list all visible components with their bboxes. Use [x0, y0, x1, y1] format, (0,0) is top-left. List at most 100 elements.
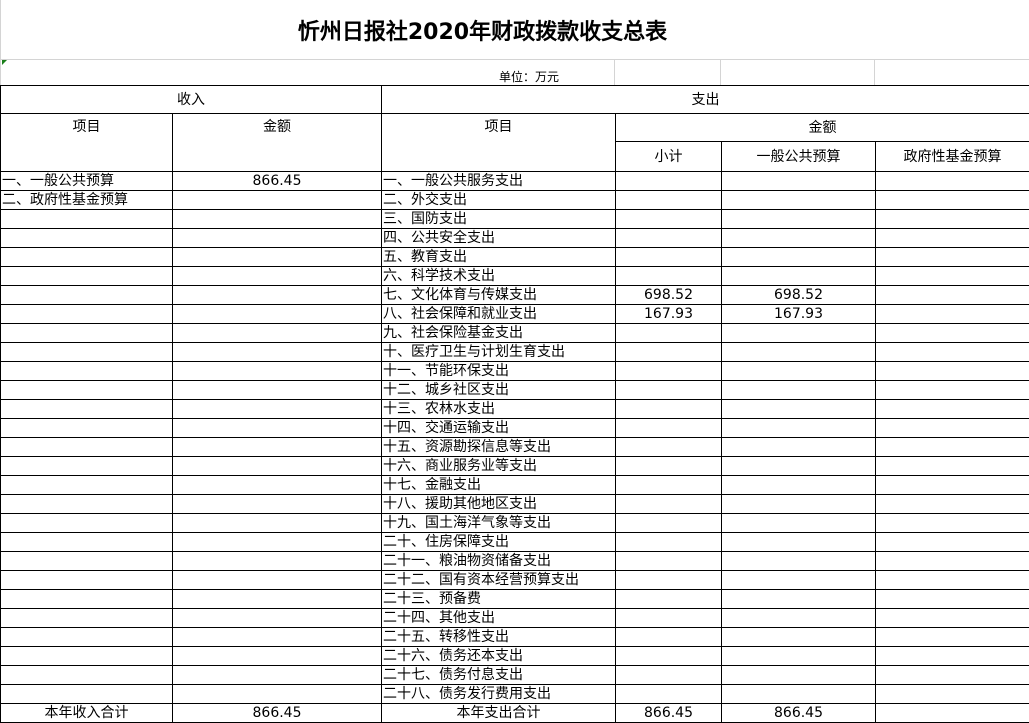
expense-subtotal-cell[interactable]: [615, 399, 722, 419]
income-item-cell[interactable]: [0, 551, 173, 571]
expense-general-cell[interactable]: [721, 684, 876, 704]
income-amount-cell[interactable]: [172, 190, 382, 210]
expense-subtotal-cell[interactable]: [615, 456, 722, 476]
expense-fund-cell[interactable]: [875, 475, 1029, 495]
income-amount-cell[interactable]: [172, 399, 382, 419]
expense-item-cell[interactable]: 九、社会保险基金支出: [381, 323, 616, 343]
expense-subtotal-cell[interactable]: 167.93: [615, 304, 722, 324]
expense-fund-cell[interactable]: [875, 342, 1029, 362]
expense-fund-cell[interactable]: [875, 323, 1029, 343]
income-amount-cell[interactable]: [172, 380, 382, 400]
expense-fund-cell[interactable]: [875, 304, 1029, 324]
expense-item-cell[interactable]: 二十、住房保障支出: [381, 532, 616, 552]
income-amount-cell[interactable]: [172, 532, 382, 552]
expense-general-cell[interactable]: [721, 551, 876, 571]
income-amount-cell[interactable]: [172, 266, 382, 286]
subtotal-header[interactable]: 小计: [615, 141, 722, 172]
expense-general-cell[interactable]: [721, 247, 876, 267]
income-amount-cell[interactable]: [172, 551, 382, 571]
expense-item-cell[interactable]: 一、一般公共服务支出: [381, 171, 616, 191]
income-item-cell[interactable]: [0, 475, 173, 495]
expense-general-cell[interactable]: [721, 266, 876, 286]
income-amount-cell[interactable]: [172, 475, 382, 495]
income-item-cell[interactable]: [0, 399, 173, 419]
expense-fund-cell[interactable]: [875, 570, 1029, 590]
income-amount-cell[interactable]: [172, 513, 382, 533]
expense-fund-cell[interactable]: [875, 361, 1029, 381]
expense-general-cell[interactable]: [721, 456, 876, 476]
expense-fund-cell[interactable]: [875, 285, 1029, 305]
expense-fund-cell[interactable]: [875, 532, 1029, 552]
income-item-cell[interactable]: [0, 418, 173, 438]
expense-subtotal-cell[interactable]: [615, 209, 722, 229]
expense-item-cell[interactable]: 十七、金融支出: [381, 475, 616, 495]
income-item-cell[interactable]: [0, 608, 173, 628]
income-amount-cell[interactable]: [172, 418, 382, 438]
expense-general-cell[interactable]: [721, 418, 876, 438]
expense-item-cell[interactable]: 二、外交支出: [381, 190, 616, 210]
expense-item-cell[interactable]: 二十五、转移性支出: [381, 627, 616, 647]
expense-subtotal-cell[interactable]: [615, 361, 722, 381]
expense-subtotal-cell[interactable]: [615, 513, 722, 533]
expense-fund-cell[interactable]: [875, 456, 1029, 476]
expense-item-cell[interactable]: 十八、援助其他地区支出: [381, 494, 616, 514]
income-item-cell[interactable]: [0, 589, 173, 609]
expense-general-cell[interactable]: [721, 399, 876, 419]
expense-general-cell[interactable]: [721, 380, 876, 400]
expense-fund-cell[interactable]: [875, 608, 1029, 628]
expense-general-cell[interactable]: [721, 646, 876, 666]
expense-fund-cell[interactable]: [875, 399, 1029, 419]
expense-subtotal-cell[interactable]: [615, 570, 722, 590]
income-item-cell[interactable]: [0, 228, 173, 248]
expense-general-cell[interactable]: [721, 589, 876, 609]
expense-item-cell[interactable]: 二十四、其他支出: [381, 608, 616, 628]
income-amount-cell[interactable]: [172, 570, 382, 590]
expense-item-cell[interactable]: 八、社会保障和就业支出: [381, 304, 616, 324]
expense-fund-cell[interactable]: [875, 171, 1029, 191]
expense-subtotal-cell[interactable]: [615, 266, 722, 286]
expense-item-cell[interactable]: 二十三、预备费: [381, 589, 616, 609]
expense-subtotal-cell[interactable]: [615, 475, 722, 495]
income-item-cell[interactable]: [0, 494, 173, 514]
expense-subtotal-cell[interactable]: [615, 418, 722, 438]
expense-fund-cell[interactable]: [875, 684, 1029, 704]
income-item-header[interactable]: 项目: [0, 113, 173, 172]
expense-general-cell[interactable]: [721, 627, 876, 647]
income-amount-cell[interactable]: [172, 285, 382, 305]
expense-fund-cell[interactable]: [875, 266, 1029, 286]
expense-item-cell[interactable]: 二十七、债务付息支出: [381, 665, 616, 685]
expense-header[interactable]: 支出: [381, 85, 1029, 114]
expense-general-cell[interactable]: [721, 513, 876, 533]
income-item-cell[interactable]: [0, 646, 173, 666]
expense-general-cell[interactable]: [721, 361, 876, 381]
fund-budget-header[interactable]: 政府性基金预算: [875, 141, 1029, 172]
income-item-cell[interactable]: [0, 684, 173, 704]
income-amount-cell[interactable]: [172, 247, 382, 267]
expense-fund-cell[interactable]: [875, 209, 1029, 229]
income-amount-cell[interactable]: [172, 323, 382, 343]
expense-subtotal-cell[interactable]: [615, 380, 722, 400]
income-item-cell[interactable]: [0, 665, 173, 685]
expense-subtotal-cell[interactable]: [615, 342, 722, 362]
expense-fund-cell[interactable]: [875, 380, 1029, 400]
expense-item-cell[interactable]: 四、公共安全支出: [381, 228, 616, 248]
expense-item-cell[interactable]: 十、医疗卫生与计划生育支出: [381, 342, 616, 362]
income-item-cell[interactable]: [0, 513, 173, 533]
income-amount-cell[interactable]: [172, 589, 382, 609]
expense-general-cell[interactable]: 698.52: [721, 285, 876, 305]
expense-item-cell[interactable]: 二十一、粮油物资储备支出: [381, 551, 616, 571]
expense-item-cell[interactable]: 三、国防支出: [381, 209, 616, 229]
expense-fund-cell[interactable]: [875, 190, 1029, 210]
expense-subtotal-cell[interactable]: [615, 323, 722, 343]
expense-subtotal-cell[interactable]: [615, 608, 722, 628]
expense-fund-cell[interactable]: [875, 513, 1029, 533]
expense-item-cell[interactable]: 七、文化体育与传媒支出: [381, 285, 616, 305]
expense-item-cell[interactable]: 十五、资源勘探信息等支出: [381, 437, 616, 457]
income-item-cell[interactable]: [0, 380, 173, 400]
expense-subtotal-cell[interactable]: [615, 247, 722, 267]
expense-general-cell[interactable]: [721, 171, 876, 191]
income-amount-cell[interactable]: [172, 494, 382, 514]
expense-general-cell[interactable]: [721, 437, 876, 457]
expense-item-cell[interactable]: 十一、节能环保支出: [381, 361, 616, 381]
income-item-cell[interactable]: [0, 532, 173, 552]
